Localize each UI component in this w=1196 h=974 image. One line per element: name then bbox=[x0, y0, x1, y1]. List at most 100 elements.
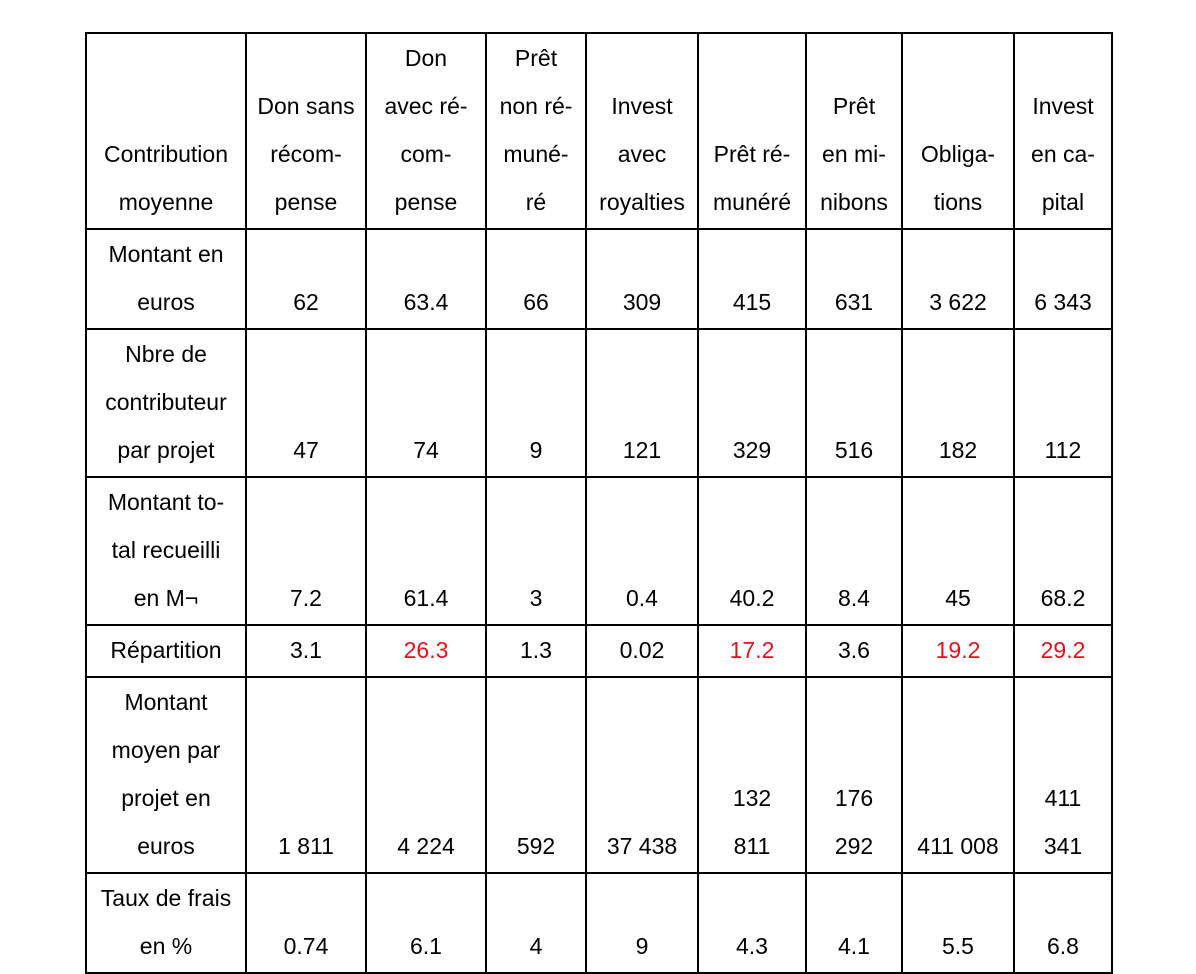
row-label: Montant en euros bbox=[85, 228, 247, 330]
cell-value: 62 bbox=[293, 289, 319, 315]
cell-value: 0.02 bbox=[619, 637, 665, 663]
cell-value: 66 bbox=[523, 289, 549, 315]
column-header-line: com- bbox=[400, 141, 452, 167]
column-header-line: munéré bbox=[713, 189, 791, 215]
cell-value: 8.4 bbox=[838, 585, 870, 611]
column-header-line: en ca- bbox=[1031, 141, 1095, 167]
cell-value: 61.4 bbox=[403, 585, 449, 611]
cell-value: 47 bbox=[293, 437, 319, 463]
cell-value: 0.4 bbox=[626, 585, 658, 611]
table-cell: 6.1 bbox=[365, 872, 487, 974]
table-cell: 4.3 bbox=[697, 872, 807, 974]
row-label-line: Répartition bbox=[110, 637, 222, 663]
column-header-line: royalties bbox=[599, 189, 685, 215]
highlighted-value: 29.2 bbox=[1040, 637, 1086, 663]
table-cell: 132 811 bbox=[697, 676, 807, 874]
cell-value: 411 008 bbox=[917, 833, 999, 859]
table-cell: 0.74 bbox=[245, 872, 367, 974]
cell-value: 4.1 bbox=[838, 933, 870, 959]
cell-value-line: 341 bbox=[1043, 833, 1083, 859]
column-header-line: ré bbox=[525, 189, 547, 215]
column-header-line: Prêt bbox=[514, 45, 558, 71]
table-cell: 63.4 bbox=[365, 228, 487, 330]
table-row-montant-moyen-par-projet: Montant moyen par projet en euros 1 811 … bbox=[85, 676, 1113, 874]
table-cell: 6 343 bbox=[1013, 228, 1113, 330]
column-header-line: non ré- bbox=[499, 93, 573, 119]
cell-value-line: 811 bbox=[733, 833, 771, 859]
column-header-line: Don bbox=[404, 45, 448, 71]
cell-value: 592 bbox=[516, 833, 556, 859]
table-row-montant-total-recueilli: Montant to- tal recueilli en M¬ 7.2 61.4… bbox=[85, 476, 1113, 626]
cell-value: 6.1 bbox=[410, 933, 442, 959]
table-cell: 5.5 bbox=[901, 872, 1015, 974]
cell-value: 3 622 bbox=[929, 289, 987, 315]
cell-value-line: 411 bbox=[1044, 785, 1082, 811]
highlighted-value: 26.3 bbox=[403, 637, 449, 663]
row-label-line: Montant en bbox=[108, 241, 224, 267]
column-header-don-sans-recompense: Don sans récom- pense bbox=[245, 32, 367, 230]
table-cell: 61.4 bbox=[365, 476, 487, 626]
row-label-line: contributeur bbox=[105, 389, 227, 415]
cell-value: 309 bbox=[622, 289, 662, 315]
table-cell: 66 bbox=[485, 228, 587, 330]
row-label-line: Taux de frais bbox=[100, 885, 232, 911]
highlighted-value: 19.2 bbox=[935, 637, 981, 663]
header-label-line: Contribution bbox=[103, 141, 229, 167]
row-label-line: en % bbox=[139, 933, 193, 959]
cell-value: 7.2 bbox=[290, 585, 322, 611]
cell-value: 9 bbox=[529, 437, 543, 463]
table-cell: 9 bbox=[585, 872, 699, 974]
column-header-line: avec bbox=[617, 141, 667, 167]
table-cell: 3 bbox=[485, 476, 587, 626]
column-header-line: muné- bbox=[503, 141, 569, 167]
cell-value: 3 bbox=[529, 585, 543, 611]
table-cell: 40.2 bbox=[697, 476, 807, 626]
cell-value: 37 438 bbox=[606, 833, 678, 859]
table-cell: 7.2 bbox=[245, 476, 367, 626]
row-label-line: tal recueilli bbox=[111, 537, 221, 563]
column-header-line: Obliga- bbox=[920, 141, 996, 167]
highlighted-value: 17.2 bbox=[729, 637, 775, 663]
cell-value: 0.74 bbox=[283, 933, 329, 959]
cell-value: 45 bbox=[945, 585, 971, 611]
cell-value: 63.4 bbox=[403, 289, 449, 315]
table-row-repartition: Répartition 3.1 26.3 1.3 0.02 17.2 3.6 1… bbox=[85, 624, 1113, 678]
column-header-line: pense bbox=[274, 189, 338, 215]
table-cell: 121 bbox=[585, 328, 699, 478]
column-header-line: pital bbox=[1041, 189, 1085, 215]
row-label: Nbre de contributeur par projet bbox=[85, 328, 247, 478]
cell-value: 5.5 bbox=[942, 933, 974, 959]
cell-value: 40.2 bbox=[729, 585, 775, 611]
column-header-line: avec ré- bbox=[384, 93, 468, 119]
table-cell: 176 292 bbox=[805, 676, 903, 874]
row-label: Répartition bbox=[85, 624, 247, 678]
table-cell: 415 bbox=[697, 228, 807, 330]
header-row: Contribution moyenne Don sans récom- pen… bbox=[85, 32, 1113, 230]
table-cell-highlighted: 29.2 bbox=[1013, 624, 1113, 678]
column-header-line: Prêt ré- bbox=[713, 141, 791, 167]
column-header-line: pense bbox=[394, 189, 458, 215]
row-label: Montant moyen par projet en euros bbox=[85, 676, 247, 874]
row-label-line: Montant to- bbox=[107, 489, 225, 515]
table-cell: 4 224 bbox=[365, 676, 487, 874]
row-label-line: projet en bbox=[121, 785, 211, 811]
table-cell: 4.1 bbox=[805, 872, 903, 974]
cell-value-line: 176 bbox=[834, 785, 874, 811]
column-header-line: Invest bbox=[1032, 93, 1094, 119]
column-header-line: Invest bbox=[611, 93, 673, 119]
column-header-obligations: Obliga- tions bbox=[901, 32, 1015, 230]
table-row-montant-en-euros: Montant en euros 62 63.4 66 309 415 631 … bbox=[85, 228, 1113, 330]
cell-value: 6 343 bbox=[1034, 289, 1092, 315]
table-cell: 62 bbox=[245, 228, 367, 330]
cell-value: 121 bbox=[622, 437, 662, 463]
cell-value: 1 811 bbox=[278, 833, 334, 859]
cell-value: 3.1 bbox=[290, 637, 322, 663]
cell-value: 9 bbox=[635, 933, 649, 959]
table-cell: 3.6 bbox=[805, 624, 903, 678]
table-cell: 6.8 bbox=[1013, 872, 1113, 974]
crowdfunding-table: Contribution moyenne Don sans récom- pen… bbox=[85, 32, 1113, 974]
cell-value-line: 292 bbox=[834, 833, 874, 859]
row-label: Taux de frais en % bbox=[85, 872, 247, 974]
table-cell: 1 811 bbox=[245, 676, 367, 874]
cell-value: 4 224 bbox=[397, 833, 455, 859]
